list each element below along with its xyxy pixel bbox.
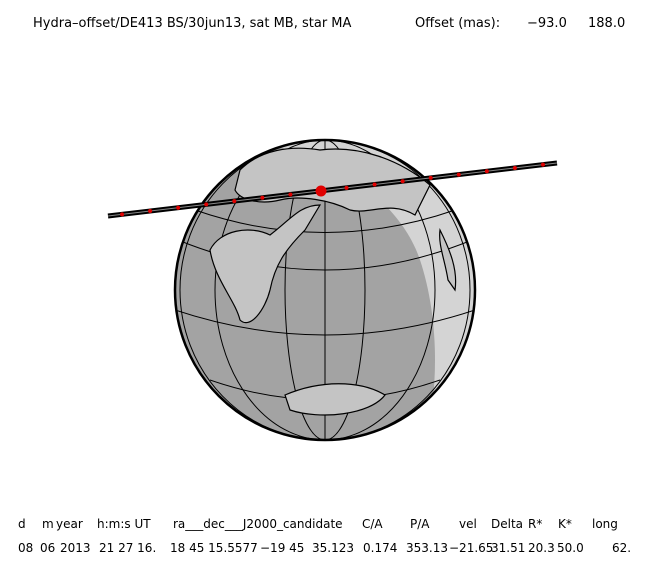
prediction-table: d m year h:m:s UT ra___dec___J2000_candidate… [18, 517, 631, 555]
cell: −21.65 [449, 541, 493, 555]
globe-outline [173, 138, 477, 442]
track-dot [372, 182, 377, 187]
column-header: vel [459, 517, 477, 531]
track-dot [512, 165, 517, 170]
column-header: K* [558, 517, 572, 531]
track-dot [232, 199, 237, 204]
track-dot [456, 172, 461, 177]
cell: 06 [40, 541, 55, 555]
offset-label: Offset (mas): [415, 16, 500, 31]
track-center [107, 162, 558, 217]
cell: 18 45 15.5577 [170, 541, 258, 555]
cell: 0.174 [363, 541, 397, 555]
globe [173, 138, 477, 442]
column-header: P/A [410, 517, 430, 531]
track-dot [484, 169, 489, 174]
shadow-track [107, 160, 558, 219]
track-dot [176, 205, 181, 210]
cell: 08 [18, 541, 33, 555]
cell: 2013 [60, 541, 91, 555]
night-side [175, 140, 435, 440]
cell: 20.3 [528, 541, 555, 555]
column-header: ra___dec___J2000_candidate [173, 517, 343, 531]
track-dot [540, 162, 545, 167]
column-header: d [18, 517, 26, 531]
offset-x: −93.0 [527, 16, 567, 31]
offset-y: 188.0 [588, 16, 625, 31]
title: Hydra–offset/DE413 BS/30jun13, sat MB, s… [33, 16, 352, 31]
continents [209, 147, 457, 416]
track-dot [288, 192, 293, 197]
column-header: long [592, 517, 618, 531]
column-header: C/A [362, 517, 383, 531]
cell: 353.13 [406, 541, 448, 555]
cell: 50.0 [557, 541, 584, 555]
track-dot [204, 202, 209, 207]
track-dot [120, 212, 125, 217]
geocentric-point [315, 185, 327, 197]
column-header: year [56, 517, 83, 531]
cell: 62. [612, 541, 631, 555]
track-dot [400, 179, 405, 184]
cell: 21 27 16. [99, 541, 156, 555]
track-dot [260, 195, 265, 200]
track-dot [344, 185, 349, 190]
cell: 31.51 [491, 541, 525, 555]
cell: −19 45 35.123 [260, 541, 354, 555]
track-dot [148, 209, 153, 214]
column-header: h:m:s UT [97, 517, 151, 531]
column-header: Delta [491, 517, 523, 531]
column-header: R* [528, 517, 542, 531]
track-dot [428, 175, 433, 180]
column-header: m [42, 517, 54, 531]
